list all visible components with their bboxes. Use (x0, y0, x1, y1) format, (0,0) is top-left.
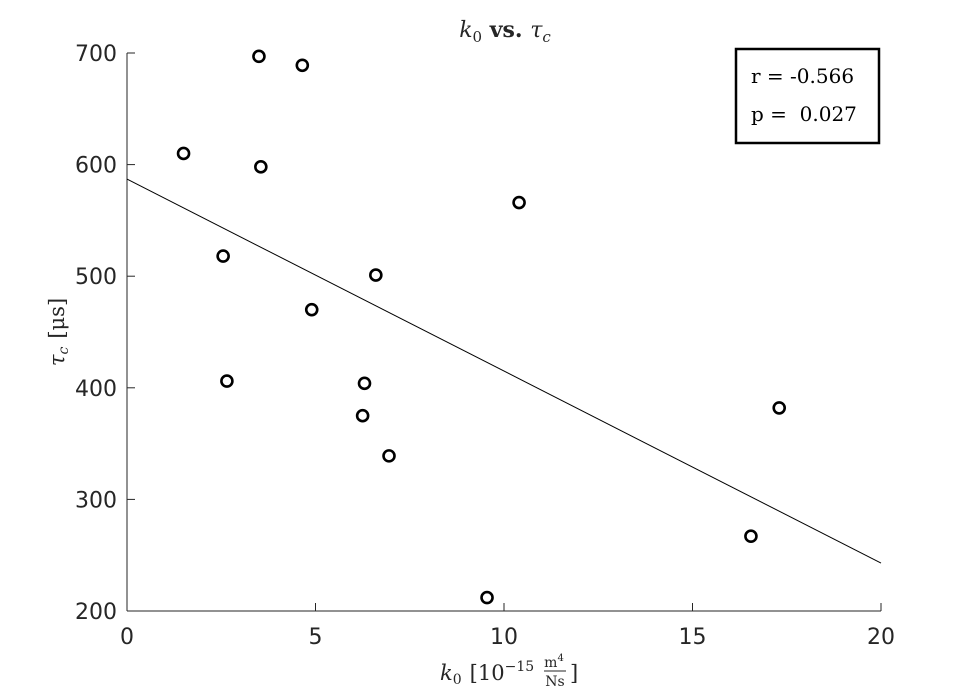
y-tick-label: 200 (75, 600, 117, 625)
x-label-exponent: −15 (505, 659, 535, 675)
data-point (176, 146, 191, 161)
data-point (216, 249, 230, 263)
data-point (252, 49, 266, 64)
data-point (772, 401, 787, 415)
x-label-numerator-power: 4 (557, 653, 563, 664)
title-tau-symbol: τ (530, 18, 543, 43)
title-vs: vs. (482, 17, 530, 43)
data-point (480, 590, 494, 605)
data-point (357, 376, 372, 391)
stats-box: r = -0.566 p = 0.027 (734, 47, 881, 145)
y-label-symbol: τ (45, 354, 69, 366)
data-point (304, 302, 319, 317)
data-point (382, 449, 396, 463)
y-tick-label: 700 (75, 42, 117, 67)
x-label-numerator: m (544, 655, 557, 671)
y-axis-label: τc [μs] (45, 298, 72, 366)
title-tau-subscript: c (542, 28, 551, 46)
x-ticks: 0 5 10 15 20 (120, 603, 895, 650)
x-label-fraction-top: m4 (544, 653, 564, 671)
x-label-bracket-close: ] (570, 661, 578, 685)
x-axis-label: k0 [10−15 m4 Ns ] (440, 653, 578, 690)
y-tick-label: 400 (75, 377, 117, 402)
data-point (254, 160, 268, 174)
x-tick-label: 20 (867, 625, 895, 650)
y-tick-label: 500 (75, 265, 117, 290)
x-tick-label: 10 (490, 625, 518, 650)
x-label-denominator: Ns (545, 674, 564, 690)
x-tick-label: 0 (120, 625, 134, 650)
x-label-symbol: k (440, 661, 453, 685)
data-point (744, 529, 758, 544)
stats-p: p = 0.027 (751, 102, 857, 126)
stats-r: r = -0.566 (751, 64, 854, 88)
chart-title: k0 vs. τc (459, 17, 551, 46)
y-tick-label: 300 (75, 488, 117, 513)
y-ticks: 200 300 400 500 600 700 (75, 42, 135, 625)
x-label-base: 10 (478, 661, 505, 685)
data-point (295, 58, 310, 73)
data-point (369, 268, 383, 282)
title-k-subscript: 0 (473, 28, 483, 46)
title-k-symbol: k (459, 18, 472, 43)
stats-box-frame (734, 47, 881, 145)
x-tick-label: 5 (309, 625, 323, 650)
x-label-bracket-open: [ (470, 661, 478, 685)
y-tick-label: 600 (75, 154, 117, 179)
data-points (176, 49, 787, 605)
data-point (512, 195, 526, 210)
x-label-main: k0 [10−15 (440, 659, 534, 688)
regression-line (126, 178, 882, 564)
data-point (355, 408, 370, 423)
y-label-unit: [μs] (45, 298, 69, 339)
x-tick-label: 15 (679, 625, 707, 650)
x-label-subscript: 0 (453, 672, 462, 688)
data-point (220, 374, 234, 388)
y-label-subscript: c (56, 347, 72, 355)
